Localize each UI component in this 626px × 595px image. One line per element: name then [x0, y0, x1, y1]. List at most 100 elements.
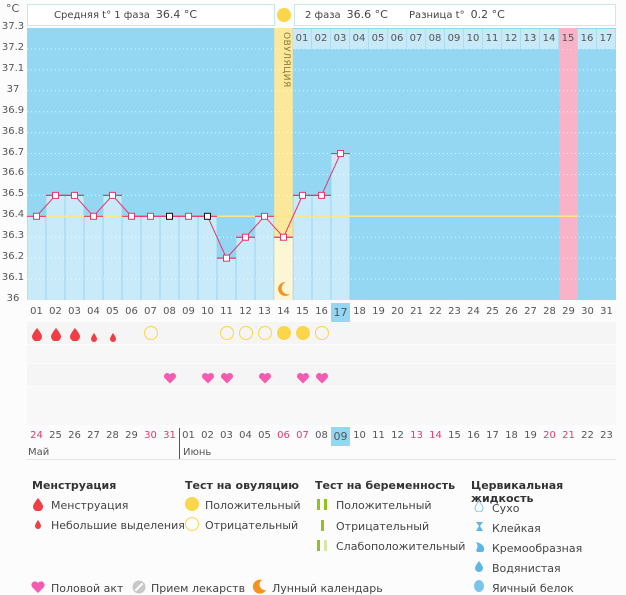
cervical-sticky-icon: [476, 522, 483, 531]
x-day-label[interactable]: 26: [505, 306, 518, 317]
calendar-date[interactable]: 21: [562, 430, 575, 441]
x-day-label[interactable]: 04: [87, 306, 100, 317]
x-day-label[interactable]: 11: [220, 306, 233, 317]
x-day-label[interactable]: 12: [239, 306, 252, 317]
x-day-label[interactable]: 08: [163, 306, 176, 317]
x-day-label[interactable]: 02: [49, 306, 62, 317]
x-day-label[interactable]: 01: [30, 306, 43, 317]
legend-cervical-title: Цервикальная жидкость: [471, 479, 564, 505]
calendar-date[interactable]: 26: [68, 430, 81, 441]
calendar-date[interactable]: 12: [391, 430, 404, 441]
calendar-date[interactable]: 03: [220, 430, 233, 441]
y-tick-label: 37.3: [1, 21, 25, 32]
spotting-drop-icon: [35, 520, 41, 529]
calendar-date[interactable]: 25: [49, 430, 62, 441]
calendar-date[interactable]: 24: [30, 430, 43, 441]
legend-menstruation: Менструация: [51, 499, 129, 512]
temperature-chart[interactable]: [27, 28, 616, 300]
intercourse-heart-icon[interactable]: [201, 369, 215, 384]
calendar-date[interactable]: 29: [125, 430, 138, 441]
ovulation-test-positive-icon[interactable]: [276, 326, 291, 340]
x-day-label[interactable]: 17: [331, 303, 350, 322]
x-day-label[interactable]: 09: [182, 306, 195, 317]
intercourse-heart-icon[interactable]: [258, 369, 272, 384]
calendar-date[interactable]: 13: [410, 430, 423, 441]
x-day-label[interactable]: 05: [106, 306, 119, 317]
x-day-label[interactable]: 10: [201, 306, 214, 317]
menstruation-drop-icon[interactable]: [69, 326, 81, 342]
calendar-date[interactable]: 27: [87, 430, 100, 441]
calendar-date[interactable]: 17: [486, 430, 499, 441]
ovulation-label: ОВУЛЯЦИЯ: [281, 32, 291, 88]
post-ovulation-day: 05: [369, 29, 388, 49]
phase2-label: 2 фаза: [305, 10, 341, 21]
ovulation-test-negative-icon[interactable]: [143, 326, 158, 340]
post-ovulation-day: 14: [540, 29, 559, 49]
calendar-date[interactable]: 08: [315, 430, 328, 441]
calendar-date[interactable]: 02: [201, 430, 214, 441]
calendar-date[interactable]: 23: [600, 430, 613, 441]
calendar-date[interactable]: 28: [106, 430, 119, 441]
x-day-label[interactable]: 30: [581, 306, 594, 317]
legend-cervical-eggwhite: Яичный белок: [492, 582, 574, 595]
y-axis-unit: °C: [6, 2, 20, 15]
x-day-label[interactable]: 25: [486, 306, 499, 317]
x-day-label[interactable]: 27: [524, 306, 537, 317]
x-day-label[interactable]: 14: [277, 306, 290, 317]
calendar-date[interactable]: 30: [144, 430, 157, 441]
calendar-date[interactable]: 01: [182, 430, 195, 441]
x-day-label[interactable]: 22: [429, 306, 442, 317]
calendar-date[interactable]: 06: [277, 430, 290, 441]
cervical-watery-icon: [475, 561, 483, 572]
ovulation-test-negative-icon[interactable]: [257, 326, 272, 340]
calendar-date[interactable]: 11: [372, 430, 385, 441]
x-day-label[interactable]: 23: [448, 306, 461, 317]
x-day-label[interactable]: 19: [372, 306, 385, 317]
pregnancy-faint-icon-a: [317, 540, 320, 551]
intercourse-heart-icon[interactable]: [163, 369, 177, 384]
ovulation-test-negative-icon[interactable]: [219, 326, 234, 340]
intercourse-heart-icon[interactable]: [296, 369, 310, 384]
calendar-date[interactable]: 20: [543, 430, 556, 441]
x-day-label[interactable]: 29: [562, 306, 575, 317]
x-day-label[interactable]: 18: [353, 306, 366, 317]
spotting-drop-icon[interactable]: [90, 328, 98, 342]
temperature-point: [52, 191, 59, 199]
intercourse-heart-icon[interactable]: [315, 369, 329, 384]
y-tick-label: 36.2: [1, 251, 25, 263]
calendar-date[interactable]: 31: [163, 430, 176, 441]
calendar-date[interactable]: 09: [331, 427, 350, 446]
calendar-date[interactable]: 05: [258, 430, 271, 441]
menstruation-drop-icon[interactable]: [50, 326, 62, 342]
x-day-label[interactable]: 06: [125, 306, 138, 317]
calendar-date[interactable]: 10: [353, 430, 366, 441]
intercourse-heart-icon[interactable]: [220, 369, 234, 384]
calendar-date[interactable]: 15: [448, 430, 461, 441]
ovulation-test-negative-icon[interactable]: [314, 326, 329, 340]
calendar-date[interactable]: 18: [505, 430, 518, 441]
x-day-label[interactable]: 31: [600, 306, 613, 317]
calendar-date[interactable]: 16: [467, 430, 480, 441]
calendar-date[interactable]: 07: [296, 430, 309, 441]
ovulation-test-positive-icon[interactable]: [295, 326, 310, 340]
x-day-label[interactable]: 16: [315, 306, 328, 317]
temperature-point: [242, 233, 249, 241]
x-day-label[interactable]: 15: [296, 306, 309, 317]
x-day-label[interactable]: 21: [410, 306, 423, 317]
spotting-drop-icon[interactable]: [109, 328, 117, 342]
x-day-label[interactable]: 13: [258, 306, 271, 317]
y-tick-label: 36.4: [1, 209, 25, 221]
ovulation-test-negative-icon[interactable]: [238, 326, 253, 340]
legend-menstruation-title: Менструация: [32, 479, 117, 492]
menstruation-drop-icon[interactable]: [31, 326, 43, 342]
x-day-label[interactable]: 20: [391, 306, 404, 317]
x-day-label[interactable]: 28: [543, 306, 556, 317]
calendar-date[interactable]: 14: [429, 430, 442, 441]
x-day-label[interactable]: 03: [68, 306, 81, 317]
calendar-date[interactable]: 19: [524, 430, 537, 441]
cervical-eggwhite-icon: [474, 580, 484, 592]
x-day-label[interactable]: 07: [144, 306, 157, 317]
calendar-date[interactable]: 22: [581, 430, 594, 441]
calendar-date[interactable]: 04: [239, 430, 252, 441]
x-day-label[interactable]: 24: [467, 306, 480, 317]
